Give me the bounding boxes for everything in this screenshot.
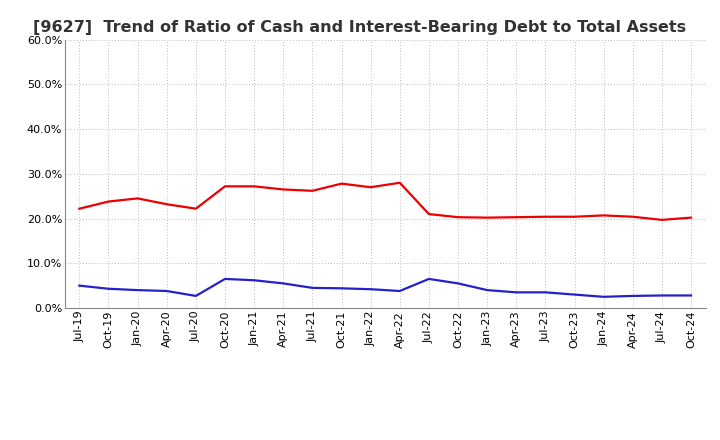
Cash [337, 181, 346, 186]
Interest-Bearing Debt [570, 292, 579, 297]
Cash [104, 199, 113, 204]
Interest-Bearing Debt [337, 286, 346, 291]
Interest-Bearing Debt [163, 288, 171, 293]
Interest-Bearing Debt [220, 276, 229, 282]
Interest-Bearing Debt [541, 290, 550, 295]
Line: Interest-Bearing Debt: Interest-Bearing Debt [79, 279, 691, 297]
Interest-Bearing Debt [425, 276, 433, 282]
Cash [308, 188, 317, 194]
Cash [250, 183, 258, 189]
Interest-Bearing Debt [366, 286, 375, 292]
Interest-Bearing Debt [75, 283, 84, 288]
Interest-Bearing Debt [687, 293, 696, 298]
Interest-Bearing Debt [250, 278, 258, 283]
Interest-Bearing Debt [395, 288, 404, 293]
Cash [220, 183, 229, 189]
Cash [279, 187, 287, 192]
Interest-Bearing Debt [599, 294, 608, 300]
Interest-Bearing Debt [308, 285, 317, 290]
Cash [75, 206, 84, 211]
Interest-Bearing Debt [629, 293, 637, 299]
Cash [192, 206, 200, 211]
Cash [599, 213, 608, 218]
Cash [395, 180, 404, 185]
Cash [570, 214, 579, 220]
Interest-Bearing Debt [483, 287, 492, 293]
Cash [629, 214, 637, 220]
Interest-Bearing Debt [133, 287, 142, 293]
Cash [454, 215, 462, 220]
Cash [657, 217, 666, 223]
Interest-Bearing Debt [279, 281, 287, 286]
Interest-Bearing Debt [657, 293, 666, 298]
Cash [163, 202, 171, 207]
Cash [483, 215, 492, 220]
Cash [512, 215, 521, 220]
Interest-Bearing Debt [104, 286, 113, 291]
Text: [9627]  Trend of Ratio of Cash and Interest-Bearing Debt to Total Assets: [9627] Trend of Ratio of Cash and Intere… [33, 20, 687, 35]
Interest-Bearing Debt [512, 290, 521, 295]
Line: Cash: Cash [79, 183, 691, 220]
Cash [366, 185, 375, 190]
Cash [425, 211, 433, 216]
Interest-Bearing Debt [192, 293, 200, 299]
Interest-Bearing Debt [454, 281, 462, 286]
Cash [133, 196, 142, 201]
Cash [541, 214, 550, 220]
Cash [687, 215, 696, 220]
